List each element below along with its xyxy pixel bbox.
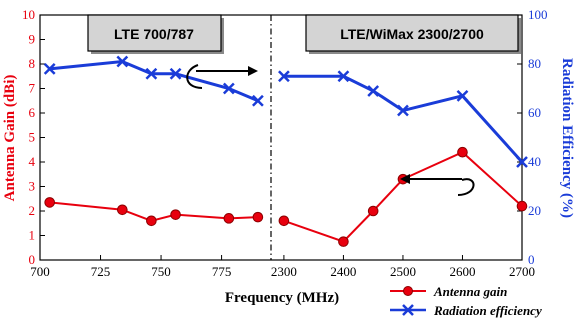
x-tick-label: 775 bbox=[212, 264, 232, 279]
gain-point bbox=[146, 215, 157, 227]
gain-point bbox=[170, 209, 181, 220]
gain-point bbox=[367, 205, 379, 217]
efficiency-point bbox=[456, 89, 469, 102]
efficiency-point bbox=[169, 67, 182, 80]
y-left-tick-label: 9 bbox=[29, 32, 36, 47]
y-left-tick-label: 5 bbox=[29, 130, 36, 145]
gain-axis-arrow bbox=[400, 174, 475, 196]
y-left-tick-label: 4 bbox=[29, 154, 36, 169]
gain-point bbox=[117, 204, 128, 216]
y-left-tick-label: 3 bbox=[29, 179, 36, 194]
efficiency-line bbox=[283, 74, 524, 164]
efficiency-axis-arrow bbox=[186, 64, 258, 89]
x-tick-label: 2400 bbox=[330, 264, 356, 279]
gain-point bbox=[44, 197, 55, 208]
efficiency-point bbox=[367, 85, 380, 97]
gain-point bbox=[457, 146, 468, 158]
y-left-tick-label: 1 bbox=[29, 228, 36, 243]
efficiency-point bbox=[516, 156, 528, 168]
y-left-tick-label: 0 bbox=[29, 252, 36, 267]
efficiency-point bbox=[43, 63, 56, 75]
band-label-high: LTE/WiMax 2300/2700 bbox=[340, 26, 484, 42]
gain-point bbox=[223, 213, 235, 224]
x-tick-label: 2500 bbox=[390, 264, 416, 279]
y-right-tick-label: 0 bbox=[528, 252, 535, 267]
legend-label-efficiency: Radiation efficiency bbox=[433, 303, 542, 318]
x-tick-label: 700 bbox=[30, 264, 50, 279]
band-label-low: LTE 700/787 bbox=[114, 26, 194, 42]
efficiency-line bbox=[49, 60, 259, 103]
gain-point bbox=[338, 236, 349, 247]
band-label-box-high: LTE/WiMax 2300/2700 bbox=[305, 14, 521, 54]
y-left-tick-label: 10 bbox=[22, 7, 35, 22]
series-layer bbox=[43, 55, 528, 247]
y-axis-left-title: Antenna Gain (dBi) bbox=[2, 75, 18, 202]
efficiency-point bbox=[252, 94, 264, 107]
y-right-tick-label: 40 bbox=[528, 154, 541, 169]
x-tick-label: 725 bbox=[91, 264, 111, 279]
y-left-tick-label: 2 bbox=[29, 203, 36, 218]
gain-point bbox=[516, 200, 528, 212]
efficiency-point bbox=[222, 82, 235, 95]
efficiency-point bbox=[397, 104, 409, 117]
x-tick-label: 750 bbox=[151, 264, 171, 279]
legend-entry-efficiency: Radiation efficiency bbox=[390, 303, 542, 318]
y-right-tick-label: 100 bbox=[528, 7, 548, 22]
y-left-tick-label: 8 bbox=[29, 56, 36, 71]
x-axis-title: Frequency (MHz) bbox=[225, 290, 339, 306]
x-tick-label: 2700 bbox=[509, 264, 535, 279]
y-axis-right-title: Radiation Efficiency (%) bbox=[559, 58, 575, 218]
legend: Antenna gain Radiation efficiency bbox=[390, 284, 542, 318]
y-left-tick-label: 7 bbox=[29, 81, 36, 96]
efficiency-point bbox=[145, 67, 158, 80]
gain-line bbox=[283, 151, 523, 243]
efficiency-point bbox=[337, 70, 350, 83]
x-tick-label: 2300 bbox=[271, 264, 297, 279]
gain-point bbox=[278, 215, 290, 227]
y-right-tick-label: 20 bbox=[528, 203, 541, 218]
y-right-tick-label: 60 bbox=[528, 105, 541, 120]
legend-label-gain: Antenna gain bbox=[433, 284, 507, 299]
y-right-tick-label: 80 bbox=[528, 56, 541, 71]
x-tick-label: 2600 bbox=[449, 264, 475, 279]
gain-point bbox=[252, 211, 264, 223]
legend-entry-gain: Antenna gain bbox=[390, 284, 507, 299]
efficiency-point bbox=[116, 55, 129, 68]
band-label-box-low: LTE 700/787 bbox=[87, 14, 224, 54]
efficiency-point bbox=[278, 70, 290, 83]
y-left-tick-label: 6 bbox=[29, 105, 36, 120]
